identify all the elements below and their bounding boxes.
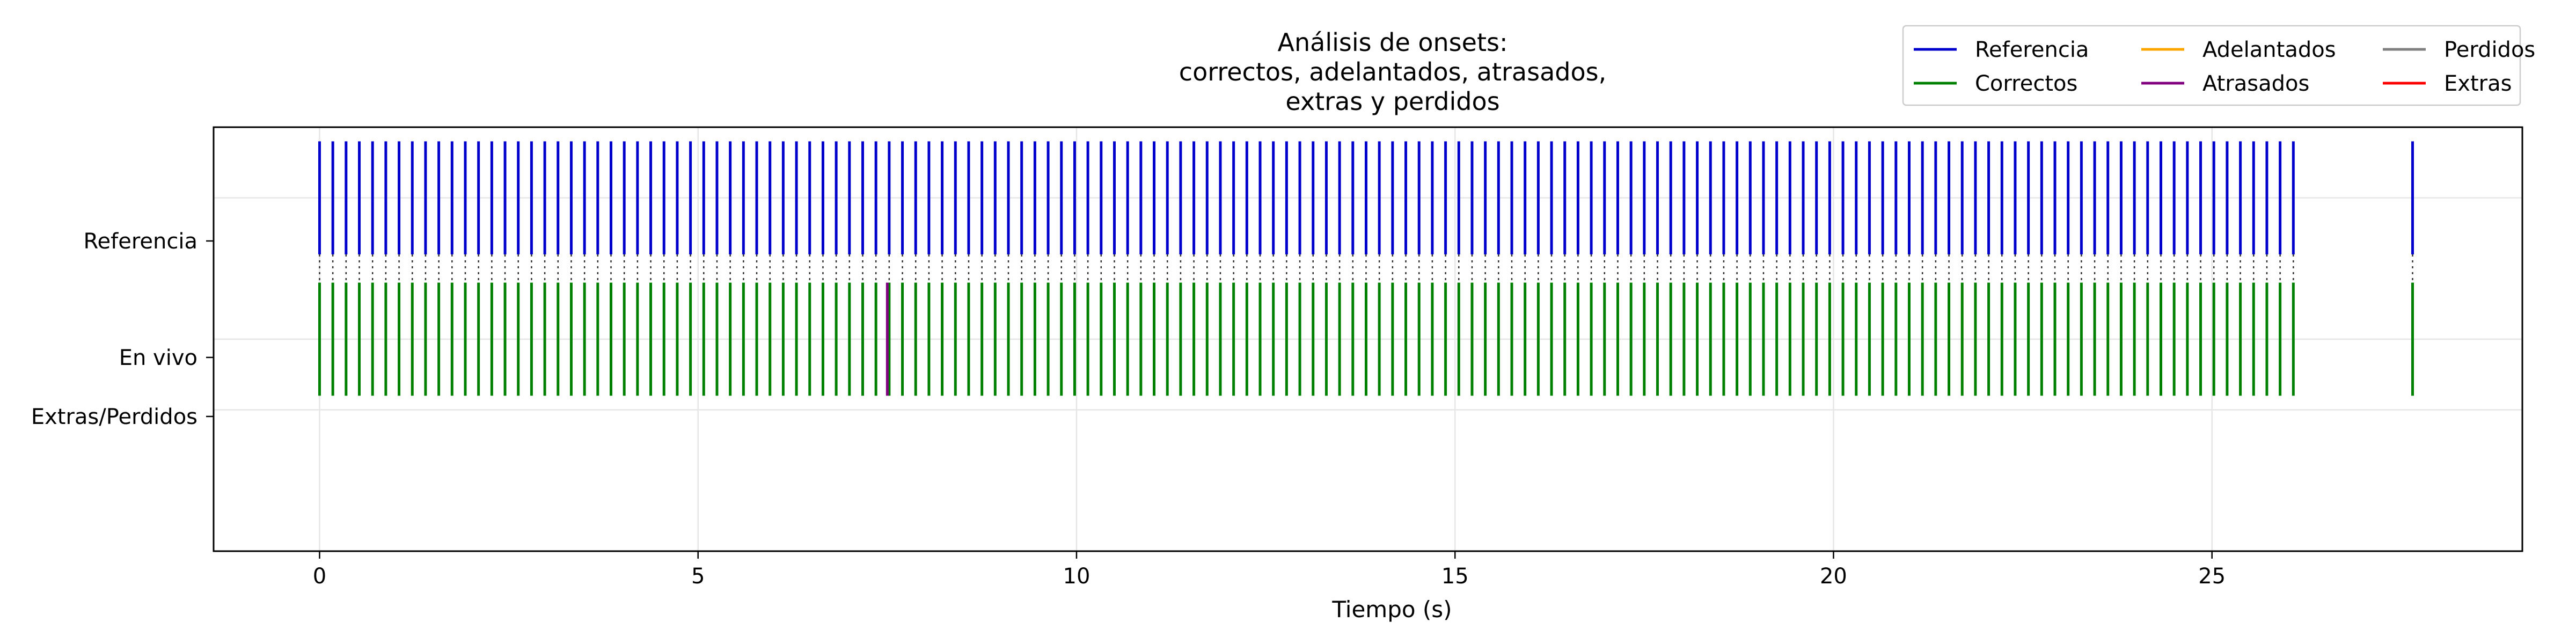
y-tick-label-en-vivo: En vivo bbox=[119, 346, 197, 370]
onset-marks bbox=[318, 141, 2414, 396]
y-axis: Referencia En vivo Extras/Perdidos bbox=[31, 229, 214, 429]
legend-entry-correctos: Correctos bbox=[1914, 71, 2077, 96]
legend-label-referencia: Referencia bbox=[1975, 38, 2089, 62]
chart-title-line-1: Análisis de onsets: bbox=[1278, 28, 1508, 57]
x-tick-label: 25 bbox=[2198, 564, 2226, 589]
x-tick-label: 5 bbox=[691, 564, 705, 589]
legend-entry-extras: Extras bbox=[2383, 71, 2512, 96]
x-axis-label: Tiempo (s) bbox=[1331, 596, 1452, 623]
x-tick-label: 15 bbox=[1441, 564, 1469, 589]
x-tick-label: 10 bbox=[1063, 564, 1091, 589]
legend-label-adelantados: Adelantados bbox=[2202, 38, 2336, 62]
x-axis: 0 5 10 15 20 25 bbox=[313, 551, 2226, 589]
legend-entry-perdidos: Perdidos bbox=[2383, 38, 2535, 62]
y-tick-label-extras-perdidos: Extras/Perdidos bbox=[31, 405, 197, 429]
legend-entry-atrasados: Atrasados bbox=[2141, 71, 2309, 96]
grid bbox=[214, 127, 2522, 551]
plot-frame bbox=[213, 126, 2523, 552]
x-tick-label: 20 bbox=[1820, 564, 1847, 589]
legend-label-perdidos: Perdidos bbox=[2444, 38, 2535, 62]
legend-box bbox=[1902, 25, 2521, 106]
legend-label-extras: Extras bbox=[2444, 71, 2512, 96]
legend-label-atrasados: Atrasados bbox=[2202, 71, 2309, 96]
chart-title-line-3: extras y perdidos bbox=[1285, 87, 1499, 116]
legend-entry-referencia: Referencia bbox=[1914, 38, 2089, 62]
chart-title-line-2: correctos, adelantados, atrasados, bbox=[1179, 57, 1606, 86]
legend-label-correctos: Correctos bbox=[1975, 71, 2077, 96]
connector-lines bbox=[319, 254, 2413, 283]
legend-entry-adelantados: Adelantados bbox=[2141, 38, 2336, 62]
chart-title: Análisis de onsets: correctos, adelantad… bbox=[1179, 28, 1606, 116]
x-tick-label: 0 bbox=[313, 564, 326, 589]
y-tick-label-referencia: Referencia bbox=[84, 229, 197, 254]
legend: Referencia Correctos Adelantados Atrasad… bbox=[1902, 25, 2535, 106]
